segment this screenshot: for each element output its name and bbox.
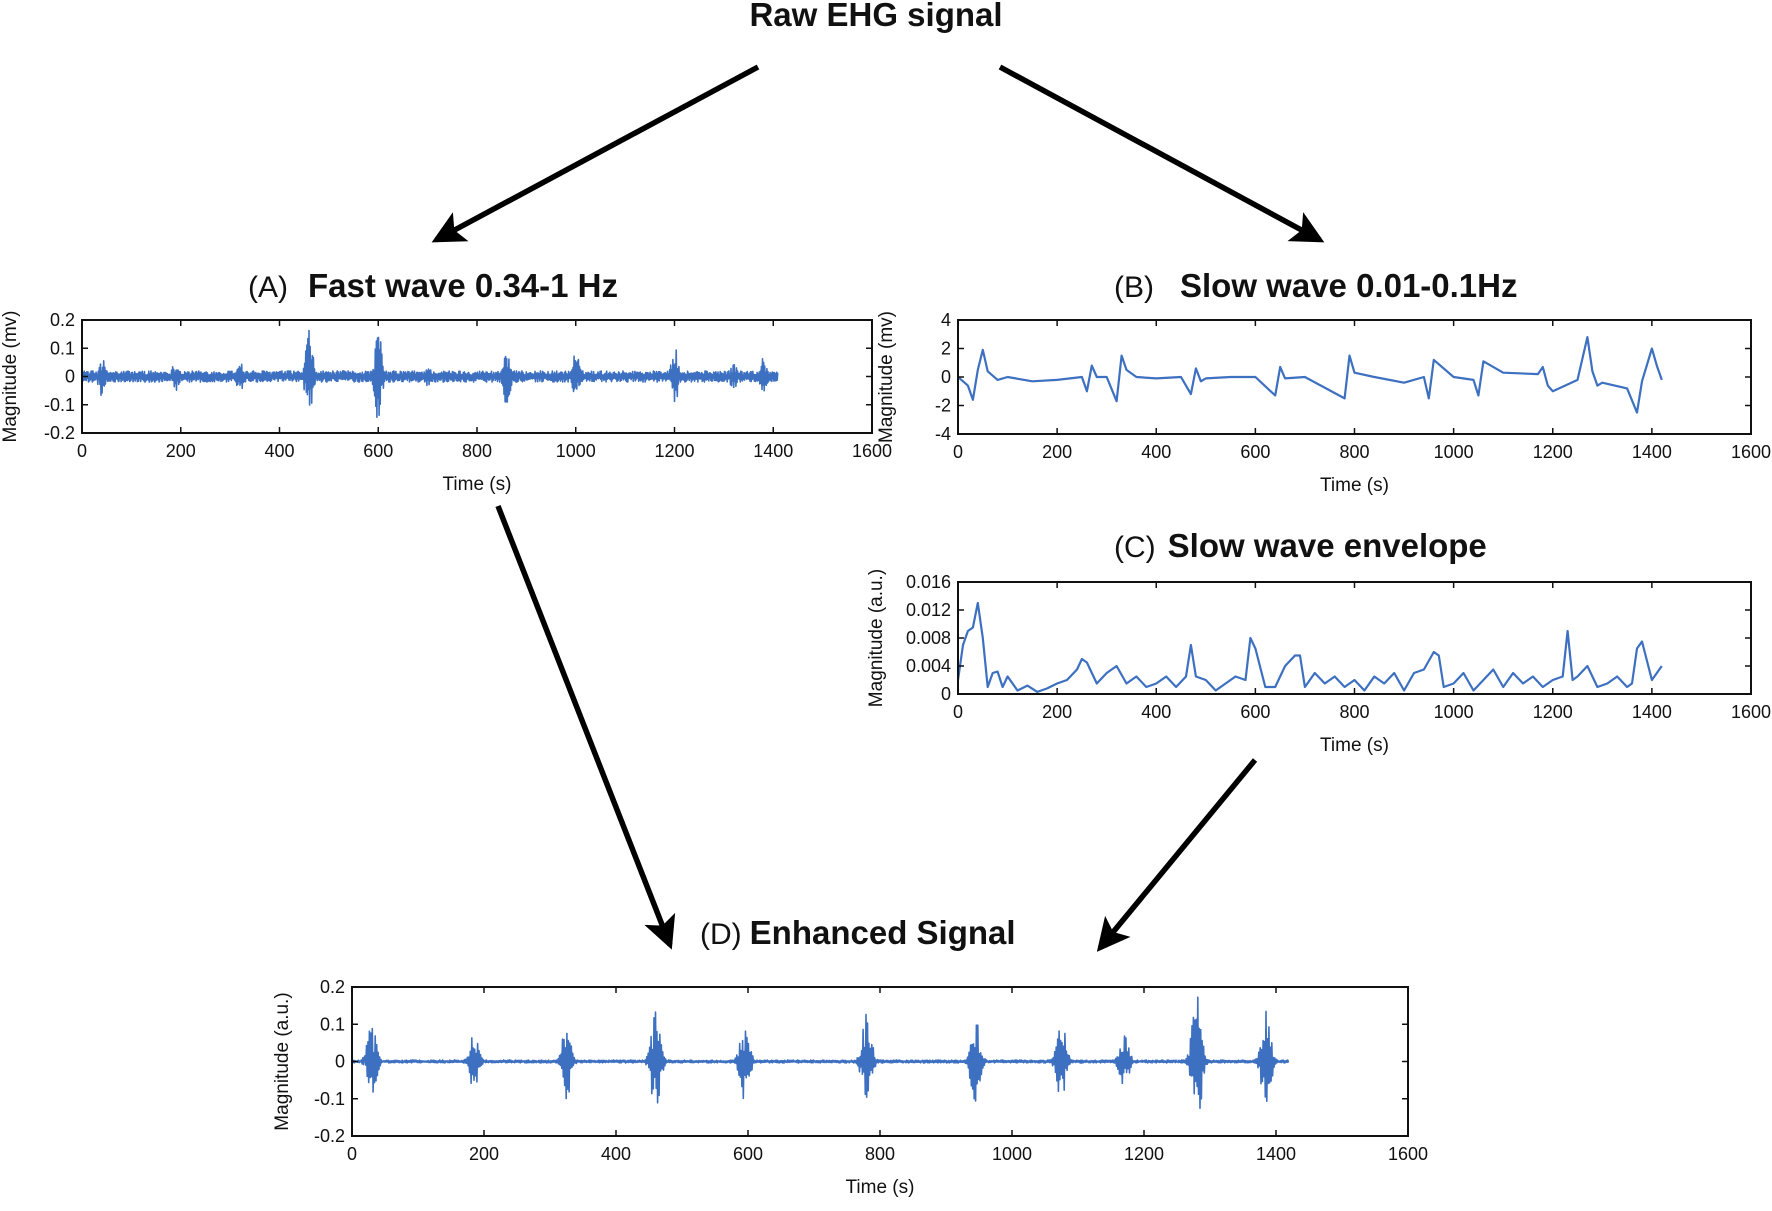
chart-slow-wave-envelope: 0 200 400 600 800 1000 1200 1400 1600 0 0.004 0.008… bbox=[866, 569, 1771, 756]
y-tick-label-d: 0.1 bbox=[320, 1014, 345, 1034]
y-axis-label-c: Magnitude (a.u.) bbox=[866, 569, 887, 707]
x-tick-label-a: 800 bbox=[462, 441, 492, 461]
x-tick-label-c: 200 bbox=[1042, 702, 1072, 722]
y-tick-label-d: -0.2 bbox=[314, 1126, 345, 1146]
signal-line-c bbox=[958, 601, 1663, 693]
y-tick-label-a: 0 bbox=[65, 367, 75, 387]
x-tick-label-b: 800 bbox=[1339, 442, 1369, 462]
panel-label-b: Slow wave 0.01-0.1Hz bbox=[1180, 267, 1518, 304]
x-tick-label-c: 0 bbox=[953, 702, 963, 722]
x-tick-label-a: 1600 bbox=[852, 441, 892, 461]
x-tick-label-a: 1000 bbox=[556, 441, 596, 461]
y-tick-label-d: 0 bbox=[335, 1052, 345, 1072]
x-tick-label-a: 600 bbox=[363, 441, 393, 461]
x-tick-label-b: 600 bbox=[1240, 442, 1270, 462]
y-tick-label-b: -2 bbox=[935, 396, 951, 416]
x-tick-label-a: 200 bbox=[166, 441, 196, 461]
y-tick-label-c: 0.008 bbox=[906, 628, 951, 648]
x-tick-label-d: 200 bbox=[469, 1144, 499, 1164]
y-tick-label-c: 0.004 bbox=[906, 656, 951, 676]
x-tick-label-b: 200 bbox=[1042, 442, 1072, 462]
panel-prefix-b: (B) bbox=[1114, 271, 1154, 304]
y-tick-label-d: -0.1 bbox=[314, 1089, 345, 1109]
arrow-to-slow-wave bbox=[998, 64, 1325, 243]
x-tick-label-c: 800 bbox=[1339, 702, 1369, 722]
x-axis-label-b: Time (s) bbox=[1320, 475, 1389, 496]
y-tick-label-a: -0.2 bbox=[44, 423, 75, 443]
y-tick-label-b: 4 bbox=[941, 310, 951, 330]
signal-line-b bbox=[958, 336, 1663, 414]
y-tick-label-a: 0.1 bbox=[50, 338, 75, 358]
panel-title-c: (C) Slow wave envelope bbox=[1114, 527, 1487, 564]
x-tick-label-a: 0 bbox=[77, 441, 87, 461]
x-tick-label-c: 600 bbox=[1240, 702, 1270, 722]
y-tick-label-d: 0.2 bbox=[320, 977, 345, 997]
panel-label-d: Enhanced Signal bbox=[750, 914, 1016, 951]
arrow-to-fast-wave bbox=[431, 64, 760, 243]
x-axis-label-d: Time (s) bbox=[846, 1177, 915, 1198]
y-tick-label-b: 0 bbox=[941, 367, 951, 387]
x-tick-label-d: 400 bbox=[601, 1144, 631, 1164]
x-axis-label-a: Time (s) bbox=[443, 474, 512, 495]
y-tick-label-a: 0.2 bbox=[50, 310, 75, 330]
x-axis-label-c: Time (s) bbox=[1320, 735, 1389, 756]
x-tick-label-b: 1400 bbox=[1632, 442, 1672, 462]
y-tick-label-c: 0 bbox=[941, 684, 951, 704]
arrow-fast-to-enhanced bbox=[495, 504, 676, 950]
x-tick-label-a: 1400 bbox=[753, 441, 793, 461]
x-tick-label-d: 0 bbox=[347, 1144, 357, 1164]
y-tick-label-c: 0.016 bbox=[906, 572, 951, 592]
x-tick-label-b: 1000 bbox=[1434, 442, 1474, 462]
x-tick-label-c: 1000 bbox=[1434, 702, 1474, 722]
x-tick-label-a: 400 bbox=[264, 441, 294, 461]
y-axis-label-b: Magnitude (mv) bbox=[876, 311, 897, 443]
x-tick-label-d: 1000 bbox=[992, 1144, 1032, 1164]
x-tick-label-d: 800 bbox=[865, 1144, 895, 1164]
x-tick-label-c: 1400 bbox=[1632, 702, 1672, 722]
panel-title-d: (D) Enhanced Signal bbox=[700, 914, 1016, 951]
y-tick-label-c: 0.012 bbox=[906, 600, 951, 620]
signal-line-d bbox=[352, 996, 1290, 1109]
chart-slow-wave: 0 200 400 600 800 1000 1200 1400 1600 -4 -2 0 2 4 Time… bbox=[876, 310, 1771, 496]
panel-prefix-d: (D) bbox=[700, 918, 742, 951]
x-tick-label-d: 600 bbox=[733, 1144, 763, 1164]
y-axis-label-d: Magnitude (a.u.) bbox=[272, 992, 293, 1130]
x-tick-label-c: 400 bbox=[1141, 702, 1171, 722]
panel-prefix-c: (C) bbox=[1114, 531, 1156, 564]
x-tick-label-a: 1200 bbox=[654, 441, 694, 461]
x-tick-label-c: 1600 bbox=[1731, 702, 1771, 722]
y-tick-label-b: 2 bbox=[941, 339, 951, 359]
x-tick-label-b: 1600 bbox=[1731, 442, 1771, 462]
signal-line-a bbox=[82, 329, 779, 418]
panel-title-b: (B) Slow wave 0.01-0.1Hz bbox=[1114, 267, 1518, 304]
x-tick-label-b: 0 bbox=[953, 442, 963, 462]
y-axis-label-a: Magnitude (mv) bbox=[0, 311, 21, 443]
chart-enhanced-signal: 0 200 400 600 800 1000 1200 1400 1600 -0.2 -0.1 0 0.… bbox=[272, 977, 1428, 1198]
x-tick-label-b: 400 bbox=[1141, 442, 1171, 462]
panel-title-a: (A) Fast wave 0.34-1 Hz bbox=[248, 267, 618, 304]
x-tick-label-b: 1200 bbox=[1533, 442, 1573, 462]
y-tick-label-a: -0.1 bbox=[44, 395, 75, 415]
chart-fast-wave: 0 200 400 600 800 1000 1200 1400 1600 -0.2 -0.1 0 0.… bbox=[0, 310, 892, 495]
y-tick-label-b: -4 bbox=[935, 424, 951, 444]
panel-label-a: Fast wave 0.34-1 Hz bbox=[308, 267, 618, 304]
x-tick-label-d: 1400 bbox=[1256, 1144, 1296, 1164]
main-title: Raw EHG signal bbox=[749, 0, 1002, 33]
panel-label-c: Slow wave envelope bbox=[1168, 527, 1487, 564]
arrow-envelope-to-enhanced bbox=[1096, 758, 1258, 952]
panel-prefix-a: (A) bbox=[248, 271, 288, 304]
x-tick-label-c: 1200 bbox=[1533, 702, 1573, 722]
x-tick-label-d: 1200 bbox=[1124, 1144, 1164, 1164]
x-tick-label-d: 1600 bbox=[1388, 1144, 1428, 1164]
